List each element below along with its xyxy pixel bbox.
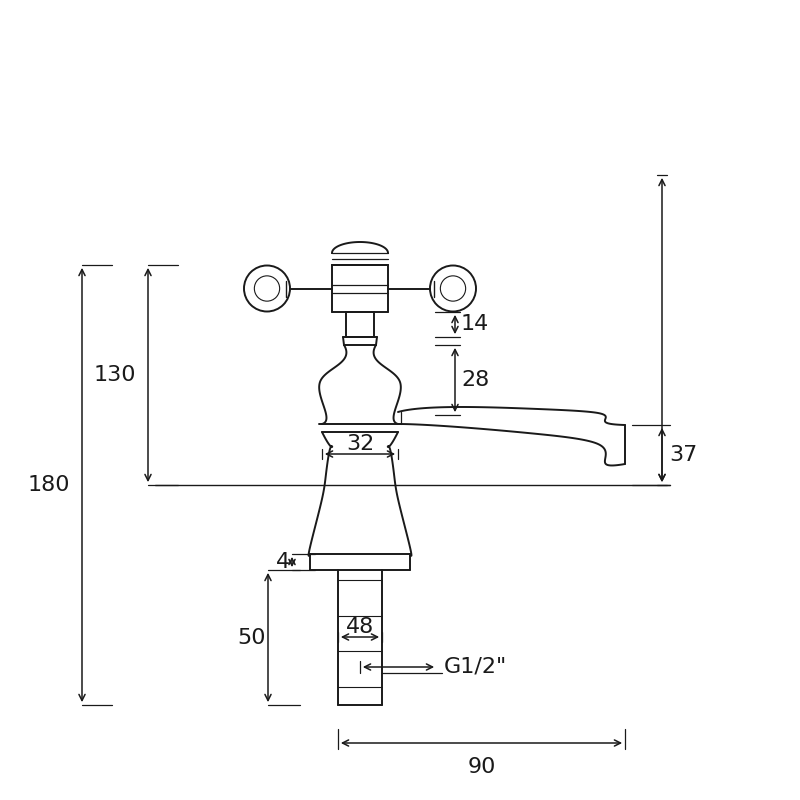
Text: G1/2": G1/2"	[444, 657, 507, 677]
Text: 4: 4	[276, 552, 290, 572]
Text: 50: 50	[238, 627, 266, 647]
Text: 180: 180	[27, 475, 70, 495]
Text: 90: 90	[467, 757, 496, 777]
Text: 32: 32	[346, 434, 374, 454]
Text: 130: 130	[94, 365, 136, 385]
Text: 28: 28	[461, 370, 490, 390]
Text: 37: 37	[669, 445, 698, 465]
Text: 48: 48	[346, 617, 374, 637]
Text: 14: 14	[461, 314, 490, 334]
